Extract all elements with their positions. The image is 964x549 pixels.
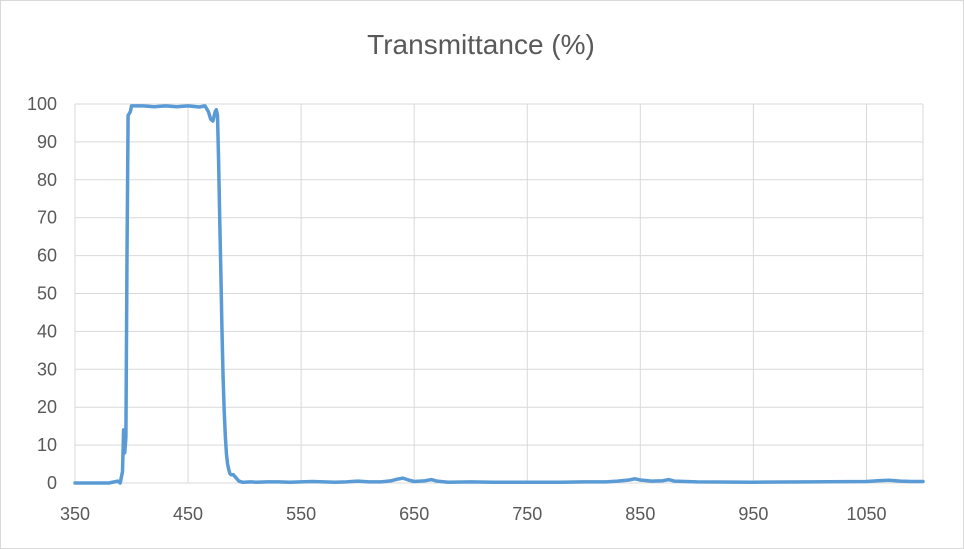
y-tick-label-30: 30 [37, 359, 57, 379]
transmittance-series-line-0 [73, 104, 925, 485]
x-axis-tick-labels: 350 450 550 650 750 850 950 1050 [60, 504, 887, 524]
x-tick-label-450: 450 [173, 504, 203, 524]
y-tick-label-50: 50 [37, 284, 57, 304]
series-group [73, 104, 925, 485]
x-tick-label-350: 350 [60, 504, 90, 524]
x-tick-label-950: 950 [738, 504, 768, 524]
y-tick-label-90: 90 [37, 132, 57, 152]
y-tick-label-40: 40 [37, 321, 57, 341]
grid-lines [74, 103, 924, 484]
y-tick-label-70: 70 [37, 208, 57, 228]
y-tick-label-60: 60 [37, 246, 57, 266]
x-tick-label-1050: 1050 [846, 504, 886, 524]
x-tick-label-650: 650 [399, 504, 429, 524]
x-tick-label-850: 850 [625, 504, 655, 524]
y-tick-label-100: 100 [27, 94, 57, 114]
y-tick-label-80: 80 [37, 170, 57, 190]
y-tick-label-10: 10 [37, 435, 57, 455]
y-tick-label-20: 20 [37, 397, 57, 417]
x-tick-label-550: 550 [286, 504, 316, 524]
y-tick-label-0: 0 [47, 473, 57, 493]
y-axis-tick-labels: 0 10 20 30 40 50 60 70 80 90 100 [27, 94, 57, 493]
x-tick-label-750: 750 [512, 504, 542, 524]
chart-title: Transmittance (%) [367, 29, 595, 60]
